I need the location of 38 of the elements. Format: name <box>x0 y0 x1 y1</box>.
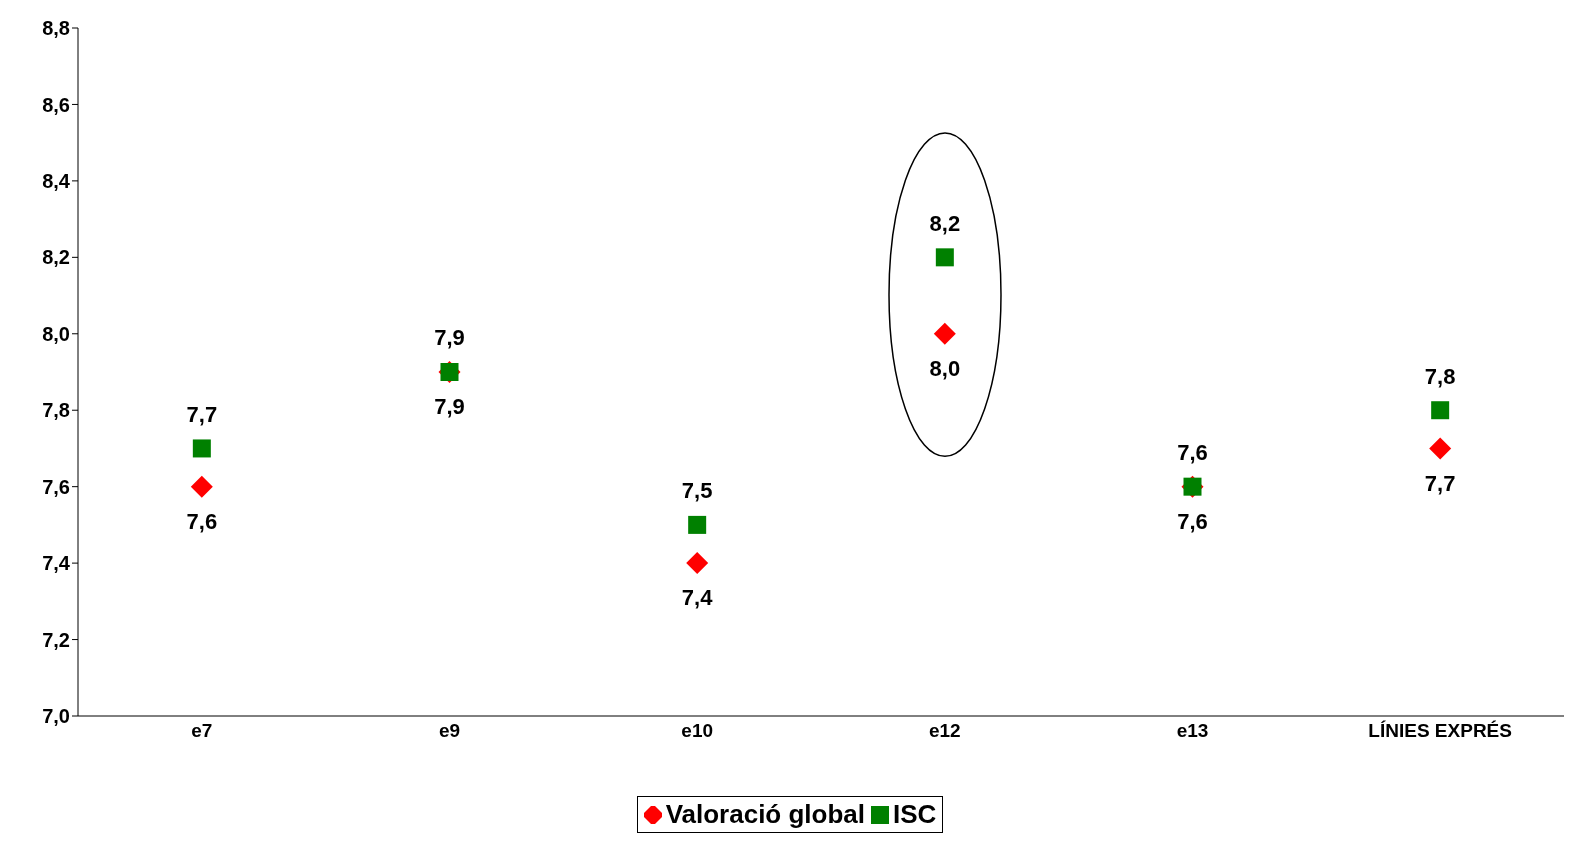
point <box>1431 401 1450 420</box>
x-tick-label: e13 <box>1176 720 1209 742</box>
data-label: 7,9 <box>434 394 465 420</box>
y-tick-label: 7,4 <box>42 552 71 575</box>
data-label: 7,9 <box>434 325 465 351</box>
data-label: 8,0 <box>929 355 961 381</box>
point <box>688 515 707 534</box>
point <box>686 552 709 575</box>
legend-label: Valoració global <box>665 799 866 830</box>
y-tick-label: 8,2 <box>42 246 70 269</box>
point <box>1429 437 1452 460</box>
data-label: 7,7 <box>186 401 218 427</box>
data-label: 7,6 <box>1177 508 1208 534</box>
x-tick-label: LÍNIES EXPRÉS <box>1368 720 1512 742</box>
data-label: 7,6 <box>186 508 218 534</box>
y-tick-label: 7,8 <box>42 399 70 422</box>
data-label: 7,7 <box>1424 470 1456 496</box>
point <box>935 248 954 267</box>
y-tick-label: 7,0 <box>42 705 70 728</box>
y-tick-label: 8,0 <box>42 322 70 345</box>
data-label: 7,4 <box>681 585 714 611</box>
data-label: 7,8 <box>1424 363 1456 389</box>
data-label: 7,6 <box>1177 440 1208 466</box>
point <box>190 475 213 498</box>
x-tick-label: e10 <box>681 720 714 742</box>
y-tick-label: 8,8 <box>42 17 70 40</box>
legend-label: ISC <box>893 799 937 830</box>
x-tick-label: e9 <box>438 720 461 742</box>
y-tick-label: 7,2 <box>42 628 70 651</box>
point <box>192 439 211 458</box>
x-tick-label: e7 <box>191 720 213 742</box>
data-label: 7,5 <box>681 478 713 504</box>
x-tick-label: e12 <box>928 720 961 742</box>
y-tick-label: 8,4 <box>42 169 71 192</box>
point <box>933 322 956 345</box>
y-tick-label: 8,6 <box>42 93 70 116</box>
data-label: 8,2 <box>929 210 961 236</box>
y-tick-label: 7,6 <box>42 475 70 498</box>
